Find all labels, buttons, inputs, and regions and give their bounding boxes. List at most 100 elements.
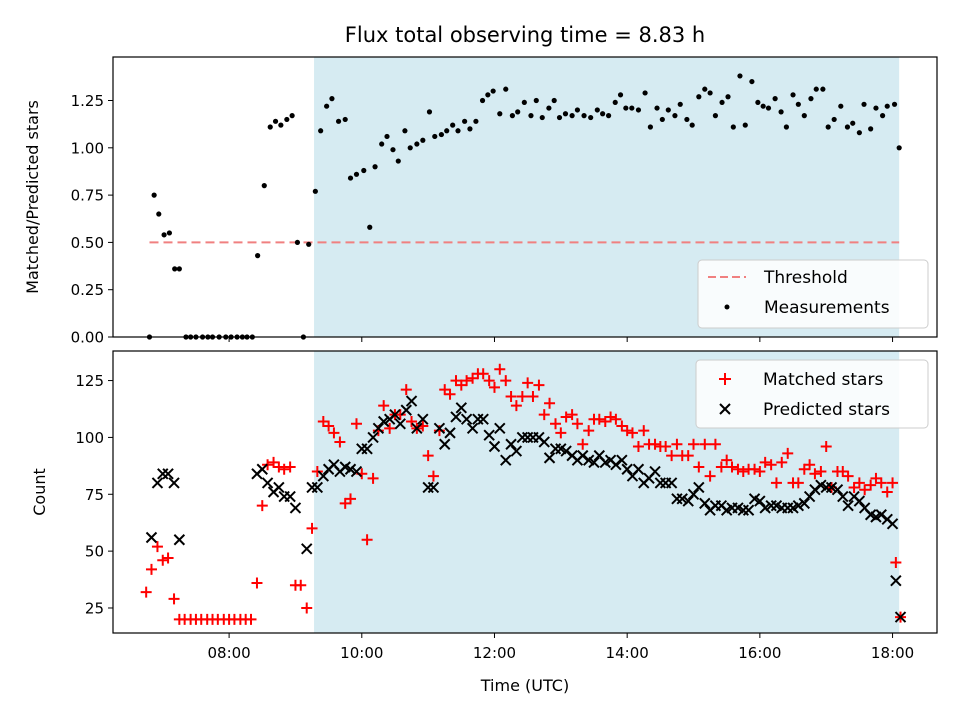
predicted-star-point: [317, 470, 330, 482]
matched-star-point: [306, 522, 318, 534]
matched-star-point: [483, 375, 495, 387]
measurement-point: [267, 124, 273, 130]
predicted-star-point: [460, 413, 473, 425]
matched-star-point: [765, 459, 777, 471]
predicted-star-point: [890, 574, 902, 587]
matched-star-point: [510, 400, 522, 412]
matched-star-point: [400, 384, 412, 396]
matched-star-point: [881, 486, 893, 498]
measurement-point: [261, 183, 267, 189]
bottom-y-tick-label: 125: [75, 372, 104, 390]
predicted-star-point: [450, 411, 462, 423]
measurement-point: [647, 124, 653, 130]
matched-star-point: [726, 461, 738, 473]
bottom-matched-layer: [140, 363, 907, 625]
predicted-star-point: [842, 499, 854, 512]
top-y-tick-label: 0.00: [71, 329, 104, 347]
predicted-star-point: [477, 413, 489, 425]
predicted-star-point: [455, 402, 468, 414]
legend-predicted-swatch: [719, 403, 731, 415]
legend-threshold-label: Threshold: [763, 268, 848, 288]
matched-star-point: [140, 586, 152, 598]
matched-star-point: [273, 461, 285, 473]
predicted-star-point: [494, 422, 506, 435]
matched-star-point: [704, 470, 716, 482]
predicted-star-point: [676, 493, 688, 505]
measurement-point: [808, 96, 814, 102]
x-tick-label: 14:00: [606, 644, 649, 662]
measurement-point: [795, 101, 801, 107]
matched-star-point: [538, 409, 550, 421]
matched-star-point: [145, 563, 157, 575]
matched-star-point: [693, 461, 705, 473]
predicted-star-point: [831, 484, 844, 496]
measurement-point: [783, 124, 789, 130]
measurement-point: [384, 133, 390, 140]
measurement-point: [737, 73, 743, 79]
matched-star-point: [488, 381, 500, 393]
predicted-star-point: [488, 440, 501, 453]
predicted-star-point: [621, 463, 633, 475]
measurement-point: [712, 113, 719, 119]
matched-star-point: [256, 500, 268, 512]
matched-star-point: [500, 375, 512, 387]
measurement-point: [672, 113, 678, 119]
predicted-star-point: [361, 443, 373, 455]
matched-star-point: [649, 438, 661, 450]
matched-star-point: [350, 418, 362, 430]
measurement-point: [278, 122, 284, 128]
predicted-star-point: [632, 463, 645, 475]
predicted-star-point: [693, 481, 705, 494]
matched-star-point: [859, 484, 871, 496]
predicted-star-point: [483, 429, 495, 441]
measurement-point: [581, 113, 587, 119]
measurement-point: [528, 113, 534, 119]
measurement-point: [551, 97, 557, 104]
matched-star-point: [776, 456, 788, 468]
measurement-point: [156, 211, 162, 217]
x-tick-label: 16:00: [738, 644, 781, 662]
predicted-star-point: [875, 509, 887, 521]
matched-star-point: [715, 461, 727, 473]
matched-star-point: [610, 413, 622, 425]
predicted-star-point: [168, 477, 180, 489]
predicted-star-point: [162, 468, 174, 480]
measurement-point: [635, 107, 642, 113]
measurement-point: [665, 107, 671, 113]
matched-star-point: [770, 477, 782, 489]
top-legend: Threshold Measurements: [697, 259, 929, 329]
measurement-point: [432, 133, 438, 140]
measurement-point: [696, 94, 702, 100]
matched-star-point: [278, 463, 290, 475]
measurement-point: [329, 96, 335, 102]
matched-star-point: [754, 466, 766, 478]
measurement-point: [390, 147, 396, 153]
predicted-star-point: [742, 504, 755, 516]
matched-star-point: [875, 477, 887, 489]
predicted-star-point: [809, 484, 821, 496]
measurement-point: [684, 116, 690, 123]
predicted-star-point: [433, 422, 446, 435]
predicted-star-point: [394, 418, 406, 430]
measurement-point: [654, 105, 660, 111]
top-y-tick-label: 1.00: [71, 139, 104, 157]
predicted-star-point: [505, 438, 517, 450]
predicted-star-point: [273, 481, 285, 494]
measurement-point: [629, 105, 635, 111]
measurement-point: [161, 232, 167, 238]
matched-star-point: [461, 375, 473, 387]
predicted-star-point: [577, 449, 589, 462]
matched-star-point: [494, 363, 506, 375]
matched-star-point: [732, 463, 744, 475]
matched-star-point: [782, 447, 794, 459]
matched-star-point: [367, 472, 379, 484]
matched-star-point: [583, 425, 595, 437]
predicted-star-point: [665, 477, 678, 489]
matched-star-point: [301, 602, 313, 614]
measurement-point: [509, 113, 515, 119]
predicted-star-point: [377, 415, 390, 428]
matched-star-point: [251, 577, 263, 589]
measurement-point: [473, 118, 479, 124]
predicted-star-point: [687, 488, 700, 500]
matched-star-point: [820, 441, 832, 453]
